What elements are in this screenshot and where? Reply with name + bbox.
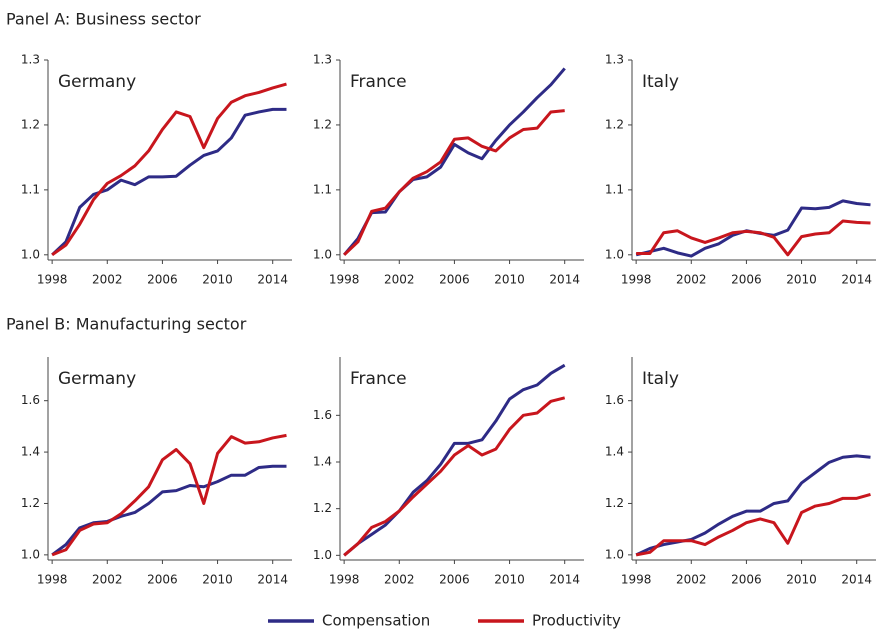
series-line bbox=[51, 433, 287, 557]
x-tick-label: 2006 bbox=[731, 573, 762, 587]
x-tick-label: 1998 bbox=[621, 573, 652, 587]
y-tick-label: 1.0 bbox=[21, 547, 40, 561]
x-tick-label: 2014 bbox=[841, 573, 872, 587]
series-line bbox=[343, 396, 566, 557]
series-line bbox=[635, 493, 871, 557]
x-tick-label: 2002 bbox=[676, 273, 707, 287]
series-line bbox=[51, 464, 287, 557]
y-tick-label: 1.0 bbox=[21, 247, 40, 261]
x-tick-label: 2010 bbox=[494, 573, 525, 587]
x-tick-label: 2006 bbox=[147, 273, 178, 287]
y-tick-label: 1.3 bbox=[313, 53, 332, 67]
y-tick-label: 1.2 bbox=[21, 496, 40, 510]
y-tick-label: 1.4 bbox=[605, 445, 624, 459]
y-tick-label: 1.1 bbox=[605, 182, 624, 196]
x-tick-label: 2002 bbox=[92, 573, 123, 587]
y-tick-label: 1.6 bbox=[605, 393, 624, 407]
series-line bbox=[343, 363, 566, 557]
x-tick-label: 2010 bbox=[202, 573, 233, 587]
x-tick-label: 2010 bbox=[202, 273, 233, 287]
y-tick-label: 1.3 bbox=[605, 53, 624, 67]
chart-title: Italy bbox=[642, 369, 679, 389]
x-tick-label: 2006 bbox=[439, 573, 470, 587]
chart-title: Italy bbox=[642, 72, 679, 92]
y-tick-label: 1.4 bbox=[21, 445, 40, 459]
x-tick-label: 2014 bbox=[549, 573, 580, 587]
x-tick-label: 2002 bbox=[92, 273, 123, 287]
y-tick-label: 1.0 bbox=[313, 247, 332, 261]
y-tick-label: 1.1 bbox=[313, 182, 332, 196]
y-tick-label: 1.2 bbox=[605, 496, 624, 510]
x-tick-label: 2006 bbox=[439, 273, 470, 287]
y-tick-label: 1.2 bbox=[313, 117, 332, 131]
y-tick-label: 1.6 bbox=[313, 408, 332, 422]
x-tick-label: 2006 bbox=[147, 573, 178, 587]
x-tick-label: 2002 bbox=[384, 573, 415, 587]
chart-title: France bbox=[350, 369, 407, 389]
chart-title: Germany bbox=[58, 369, 136, 389]
x-tick-label: 2014 bbox=[841, 273, 872, 287]
series-line bbox=[343, 109, 565, 256]
series-line bbox=[636, 219, 871, 257]
series-line bbox=[51, 82, 287, 257]
series-line bbox=[51, 107, 287, 256]
legend-label: Productivity bbox=[532, 612, 621, 630]
panel-title: Panel A: Business sector bbox=[6, 10, 201, 29]
x-tick-label: 1998 bbox=[621, 273, 652, 287]
y-tick-label: 1.4 bbox=[313, 455, 332, 469]
y-tick-label: 1.0 bbox=[605, 547, 624, 561]
x-tick-label: 1998 bbox=[329, 573, 360, 587]
x-tick-label: 2010 bbox=[786, 573, 817, 587]
chart-title: France bbox=[350, 72, 407, 92]
y-tick-label: 1.6 bbox=[21, 393, 40, 407]
y-tick-label: 1.2 bbox=[605, 117, 624, 131]
y-tick-label: 1.3 bbox=[21, 53, 40, 67]
x-tick-label: 1998 bbox=[37, 273, 68, 287]
x-tick-label: 2010 bbox=[494, 273, 525, 287]
series-line bbox=[635, 454, 871, 557]
y-tick-label: 1.2 bbox=[21, 117, 40, 131]
y-tick-label: 1.0 bbox=[605, 247, 624, 261]
x-tick-label: 2010 bbox=[786, 273, 817, 287]
x-tick-label: 2006 bbox=[731, 273, 762, 287]
x-tick-label: 2002 bbox=[676, 573, 707, 587]
x-tick-label: 2014 bbox=[257, 273, 288, 287]
y-tick-label: 1.2 bbox=[313, 501, 332, 515]
legend-label: Compensation bbox=[322, 612, 430, 630]
x-tick-label: 1998 bbox=[37, 573, 68, 587]
x-tick-label: 2002 bbox=[384, 273, 415, 287]
x-tick-label: 1998 bbox=[329, 273, 360, 287]
y-tick-label: 1.0 bbox=[313, 548, 332, 562]
x-tick-label: 2014 bbox=[549, 273, 580, 287]
y-tick-label: 1.1 bbox=[21, 182, 40, 196]
panel-title: Panel B: Manufacturing sector bbox=[6, 315, 247, 334]
series-line bbox=[342, 67, 566, 256]
chart-title: Germany bbox=[58, 72, 136, 92]
x-tick-label: 2014 bbox=[257, 573, 288, 587]
